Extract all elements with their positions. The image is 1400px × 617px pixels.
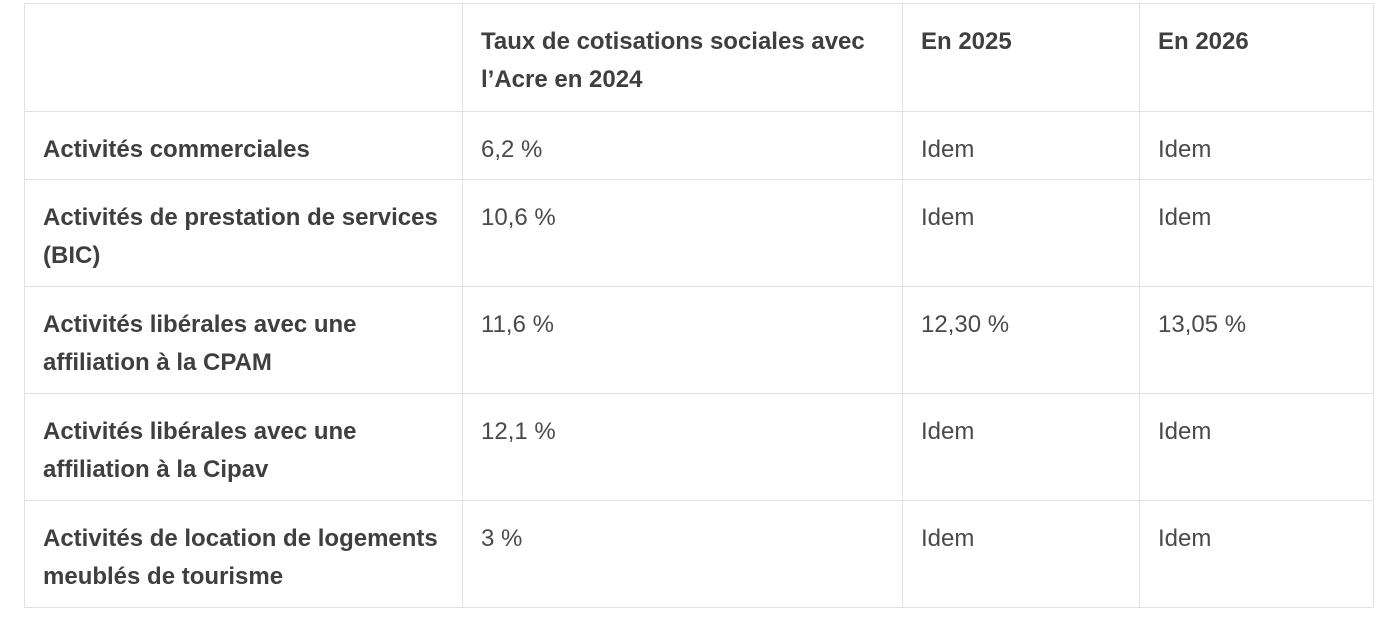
rate-2025: Idem bbox=[902, 179, 1140, 287]
rate-acre-2024: 12,1 % bbox=[462, 393, 903, 501]
rate-2026: 13,05 % bbox=[1139, 286, 1374, 394]
header-cell-2025: En 2025 bbox=[902, 3, 1140, 112]
row-label-liberales-cpam: Activités libérales avec une affiliation… bbox=[24, 286, 463, 394]
social-contribution-rates-table: Taux de cotisations sociales avec l’Acre… bbox=[24, 3, 1374, 608]
table-row: Activités libérales avec une affiliation… bbox=[24, 393, 1374, 501]
table-row: Activités de location de logements meubl… bbox=[24, 500, 1374, 608]
rate-2026: Idem bbox=[1139, 500, 1374, 608]
rate-2025: Idem bbox=[902, 111, 1140, 180]
rate-2026: Idem bbox=[1139, 179, 1374, 287]
row-label-liberales-cipav: Activités libérales avec une affiliation… bbox=[24, 393, 463, 501]
table-header: Taux de cotisations sociales avec l’Acre… bbox=[24, 3, 1374, 112]
rate-2025: Idem bbox=[902, 500, 1140, 608]
header-cell-acre-2024: Taux de cotisations sociales avec l’Acre… bbox=[462, 3, 903, 112]
rates-table-container: Taux de cotisations sociales avec l’Acre… bbox=[24, 3, 1374, 608]
rate-acre-2024: 10,6 % bbox=[462, 179, 903, 287]
rate-acre-2024: 3 % bbox=[462, 500, 903, 608]
row-label-location-meubles-tourisme: Activités de location de logements meubl… bbox=[24, 500, 463, 608]
header-row: Taux de cotisations sociales avec l’Acre… bbox=[24, 3, 1374, 112]
row-label-activites-commerciales: Activités commerciales bbox=[24, 111, 463, 180]
rate-2026: Idem bbox=[1139, 111, 1374, 180]
rate-2025: Idem bbox=[902, 393, 1140, 501]
table-row: Activités libérales avec une affiliation… bbox=[24, 286, 1374, 394]
rate-2026: Idem bbox=[1139, 393, 1374, 501]
header-cell-empty bbox=[24, 3, 463, 112]
rate-2025: 12,30 % bbox=[902, 286, 1140, 394]
header-cell-2026: En 2026 bbox=[1139, 3, 1374, 112]
row-label-prestation-services-bic: Activités de prestation de services (BIC… bbox=[24, 179, 463, 287]
table-row: Activités de prestation de services (BIC… bbox=[24, 179, 1374, 287]
table-body: Activités commerciales 6,2 % Idem Idem A… bbox=[24, 111, 1374, 608]
rate-acre-2024: 11,6 % bbox=[462, 286, 903, 394]
table-row: Activités commerciales 6,2 % Idem Idem bbox=[24, 111, 1374, 180]
rate-acre-2024: 6,2 % bbox=[462, 111, 903, 180]
